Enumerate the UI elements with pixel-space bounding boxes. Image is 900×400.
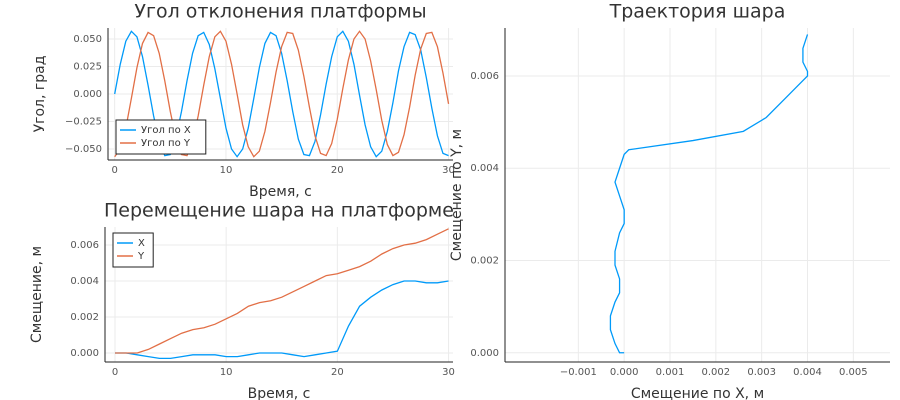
chart-title: Перемещение шара на платформе	[104, 200, 454, 222]
y-tick-label: 0.004	[470, 163, 499, 174]
x-tick-label: 0.002	[702, 367, 731, 378]
x-tick-label: 0.000	[610, 367, 639, 378]
x-tick-label: 0	[111, 165, 117, 176]
legend-box	[115, 119, 207, 155]
legend-label: Угол по X	[141, 125, 191, 136]
x-tick-label: 0.003	[747, 367, 776, 378]
x-tick-label: 30	[442, 367, 455, 378]
y-tick-label: 0.006	[470, 71, 499, 82]
legend-label: Y	[137, 251, 145, 262]
legend-label: Угол по Y	[141, 138, 191, 149]
x-tick-label: 0.001	[656, 367, 685, 378]
y-tick-label: 0.002	[470, 256, 499, 267]
y-axis-label: Смещение, м	[29, 246, 45, 343]
x-tick-label: 0.005	[839, 367, 868, 378]
y-axis-label: Смещение по Y, м	[449, 129, 465, 261]
y-tick-label: 0.004	[70, 276, 99, 287]
x-axis-label: Смещение по X, м	[631, 386, 764, 400]
x-tick-label: 20	[331, 367, 344, 378]
x-tick-label: −0.001	[560, 367, 597, 378]
y-tick-label: 0.006	[70, 240, 99, 251]
x-tick-label: 10	[220, 165, 233, 176]
chart-title: Угол отклонения платформы	[134, 1, 426, 23]
series-line	[115, 280, 449, 360]
x-axis-label: Время, с	[249, 184, 312, 200]
chart-title: Траектория шара	[609, 1, 786, 23]
y-tick-label: 0.050	[73, 34, 102, 45]
x-tick-label: 0	[112, 367, 118, 378]
x-tick-label: 20	[331, 165, 344, 176]
series-line	[115, 228, 449, 354]
y-tick-label: 0.000	[70, 348, 99, 359]
series-line	[609, 34, 809, 354]
series-line	[114, 30, 450, 158]
legend-box	[112, 232, 154, 268]
y-axis-label: Угол, град	[32, 56, 48, 133]
x-tick-label: 30	[442, 165, 455, 176]
x-tick-label: 10	[220, 367, 233, 378]
legend-label: X	[138, 238, 145, 249]
y-tick-label: −0.025	[65, 117, 102, 128]
y-tick-label: 0.000	[73, 89, 102, 100]
x-tick-label: 0.004	[793, 367, 822, 378]
x-axis-label: Время, с	[248, 386, 311, 400]
y-tick-label: 0.002	[70, 312, 99, 323]
y-tick-label: −0.050	[65, 144, 102, 155]
y-tick-label: 0.000	[470, 348, 499, 359]
y-tick-label: 0.025	[73, 62, 102, 73]
